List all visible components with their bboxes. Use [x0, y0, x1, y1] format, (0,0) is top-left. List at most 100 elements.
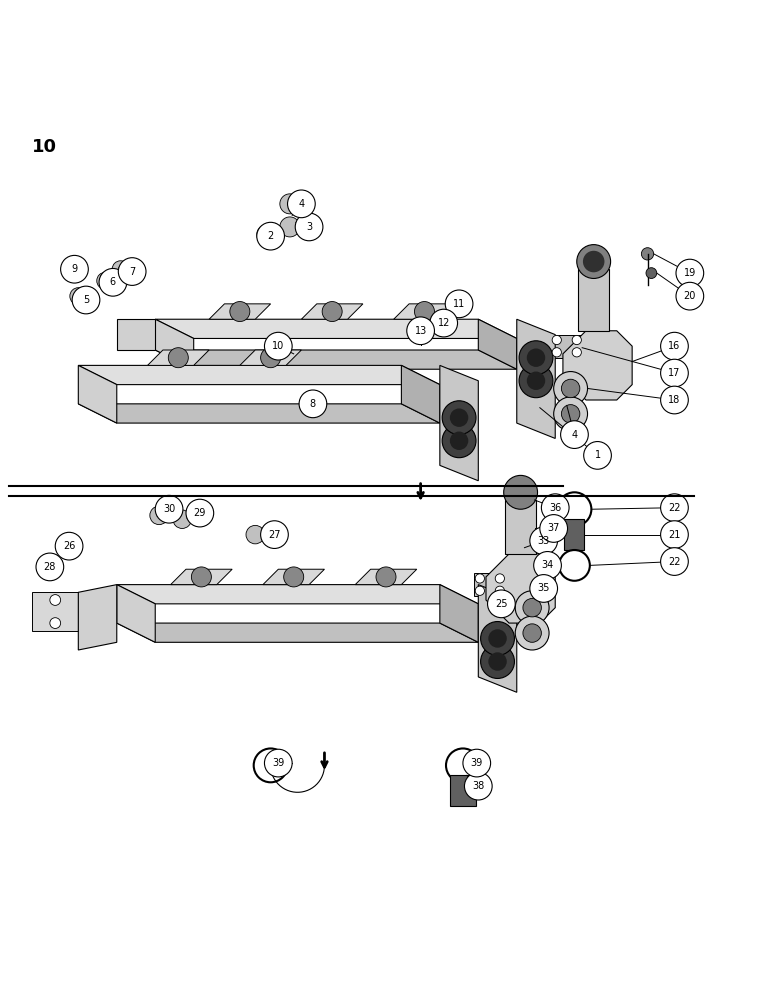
Circle shape: [489, 629, 506, 648]
Circle shape: [572, 348, 581, 357]
Text: 39: 39: [471, 758, 483, 768]
Polygon shape: [394, 304, 455, 319]
Circle shape: [465, 772, 493, 800]
Text: 3: 3: [306, 222, 312, 232]
Polygon shape: [78, 365, 117, 423]
Text: 22: 22: [669, 557, 681, 567]
Circle shape: [279, 217, 300, 237]
Text: 28: 28: [44, 562, 56, 572]
Text: 27: 27: [268, 530, 281, 540]
Text: 4: 4: [571, 430, 577, 440]
Circle shape: [112, 261, 129, 278]
Text: 30: 30: [163, 504, 175, 514]
Polygon shape: [155, 319, 516, 338]
Circle shape: [279, 194, 300, 214]
Text: 13: 13: [415, 326, 427, 336]
Text: 4: 4: [298, 199, 304, 209]
Text: 18: 18: [669, 395, 681, 405]
Text: 29: 29: [194, 508, 206, 518]
Polygon shape: [155, 319, 194, 369]
Circle shape: [495, 574, 504, 583]
Circle shape: [661, 359, 689, 387]
Text: 37: 37: [547, 523, 560, 533]
Polygon shape: [578, 269, 609, 331]
Polygon shape: [440, 585, 479, 642]
Text: 9: 9: [71, 264, 77, 274]
Circle shape: [530, 575, 557, 602]
Circle shape: [283, 567, 303, 587]
Circle shape: [515, 591, 549, 625]
Text: 10: 10: [273, 341, 284, 351]
Circle shape: [554, 372, 587, 405]
Circle shape: [257, 225, 277, 245]
Circle shape: [265, 332, 292, 360]
Circle shape: [503, 475, 537, 509]
Circle shape: [62, 537, 80, 555]
Text: 36: 36: [549, 503, 561, 513]
Circle shape: [476, 586, 485, 595]
Text: 10: 10: [32, 138, 57, 156]
Circle shape: [257, 222, 284, 250]
Circle shape: [560, 421, 588, 448]
Circle shape: [527, 348, 545, 367]
Polygon shape: [301, 304, 363, 319]
Text: 21: 21: [669, 530, 681, 540]
Polygon shape: [78, 404, 440, 423]
Circle shape: [552, 335, 561, 345]
Circle shape: [450, 432, 469, 450]
Circle shape: [50, 618, 61, 628]
Circle shape: [533, 552, 561, 579]
Circle shape: [481, 622, 514, 655]
Circle shape: [265, 749, 292, 777]
Circle shape: [676, 282, 704, 310]
Circle shape: [463, 749, 491, 777]
Text: 8: 8: [310, 399, 316, 409]
Text: 16: 16: [669, 341, 681, 351]
Polygon shape: [475, 573, 505, 596]
Polygon shape: [78, 365, 440, 385]
Circle shape: [450, 408, 469, 427]
Text: 38: 38: [472, 781, 485, 791]
Polygon shape: [117, 585, 479, 604]
Circle shape: [299, 390, 327, 418]
Polygon shape: [479, 585, 516, 692]
Circle shape: [63, 261, 79, 278]
Circle shape: [61, 255, 88, 283]
Circle shape: [430, 309, 458, 337]
Circle shape: [415, 302, 435, 322]
Circle shape: [407, 317, 435, 345]
Polygon shape: [117, 585, 155, 642]
Text: 39: 39: [273, 758, 284, 768]
Circle shape: [261, 521, 288, 548]
Circle shape: [495, 586, 504, 595]
Circle shape: [540, 515, 567, 542]
Circle shape: [246, 525, 265, 544]
Polygon shape: [78, 585, 117, 650]
Circle shape: [191, 567, 212, 587]
Circle shape: [488, 590, 515, 618]
Circle shape: [676, 259, 704, 287]
Polygon shape: [32, 592, 78, 631]
Text: 35: 35: [537, 583, 550, 593]
Circle shape: [150, 506, 168, 525]
Circle shape: [476, 574, 485, 583]
Text: 2: 2: [267, 231, 274, 241]
Circle shape: [186, 499, 214, 527]
Text: 5: 5: [83, 295, 89, 305]
Polygon shape: [209, 304, 271, 319]
Circle shape: [99, 268, 127, 296]
Circle shape: [173, 510, 191, 528]
Circle shape: [442, 424, 476, 458]
Circle shape: [646, 268, 657, 278]
Circle shape: [583, 251, 604, 272]
Polygon shape: [479, 319, 516, 369]
Text: 20: 20: [684, 291, 696, 301]
Polygon shape: [240, 350, 301, 365]
Circle shape: [168, 348, 188, 368]
Circle shape: [376, 567, 396, 587]
Circle shape: [530, 527, 557, 555]
Polygon shape: [440, 365, 479, 481]
Circle shape: [442, 401, 476, 435]
Circle shape: [36, 553, 64, 581]
Circle shape: [572, 335, 581, 345]
